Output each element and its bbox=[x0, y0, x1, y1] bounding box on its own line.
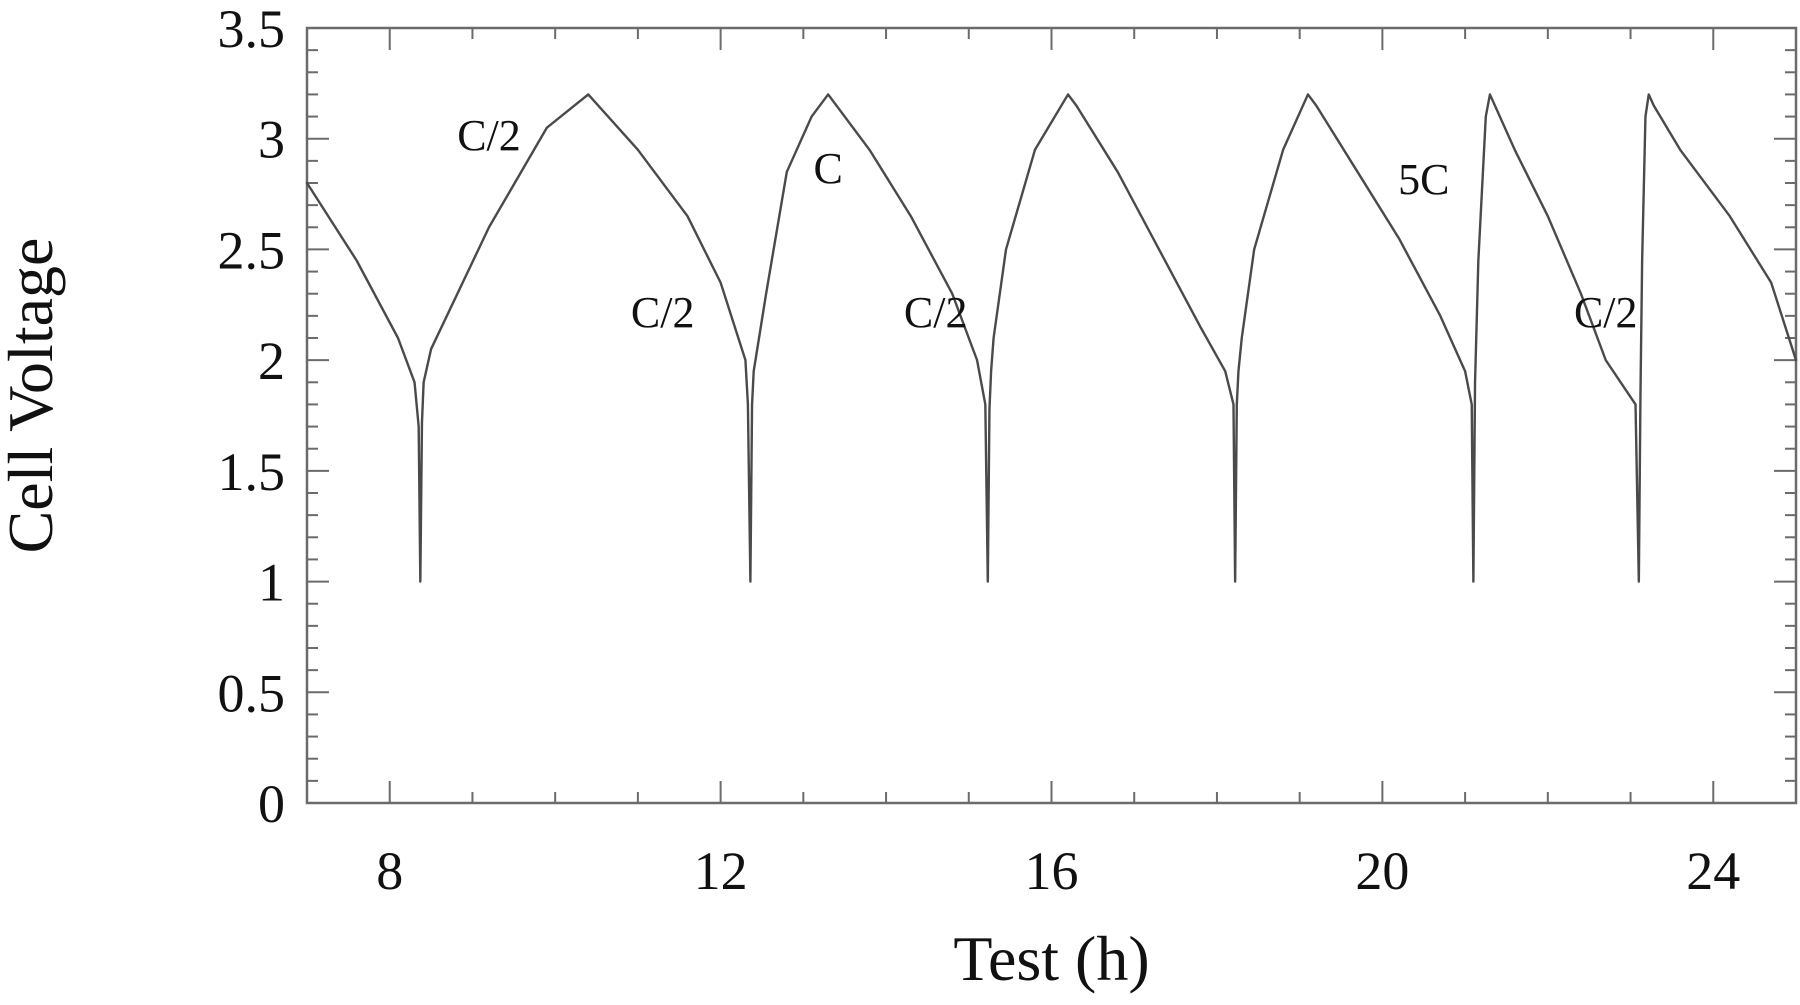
x-tick-label: 20 bbox=[1355, 841, 1409, 901]
rate-annotation-6: C/2 bbox=[1574, 288, 1638, 337]
y-tick-label: 1 bbox=[258, 553, 285, 613]
x-tick-label: 16 bbox=[1025, 841, 1079, 901]
y-tick-label: 2.5 bbox=[218, 220, 286, 280]
rate-annotation-2: C/2 bbox=[631, 288, 695, 337]
y-tick-label: 0 bbox=[258, 774, 285, 834]
y-tick-label: 3.5 bbox=[218, 0, 286, 59]
y-tick-label: 1.5 bbox=[218, 442, 286, 502]
x-tick-label: 12 bbox=[694, 841, 748, 901]
y-tick-label: 2 bbox=[258, 331, 285, 391]
series-layer bbox=[305, 93, 1798, 583]
rate-annotation-4: C/2 bbox=[904, 288, 968, 337]
y-tick-label: 3 bbox=[258, 110, 285, 170]
rate-annotation-1: C/2 bbox=[457, 111, 521, 160]
x-axis-title: Test (h) bbox=[953, 923, 1149, 994]
y-tick-label: 0.5 bbox=[218, 663, 286, 723]
x-tick-label: 24 bbox=[1686, 841, 1740, 901]
voltage-series-line-1 bbox=[305, 93, 1798, 583]
rate-annotation-5: 5C bbox=[1398, 155, 1449, 204]
annotation-layer: C/2 C/2 C C/2 5C C/2 bbox=[457, 111, 1637, 337]
axes-layer bbox=[305, 26, 1798, 805]
x-tick-label: 8 bbox=[376, 841, 403, 901]
ticks-layer: 0 0.5 1 1.5 2 2.5 3 3.5 8 12 16 20 24 bbox=[218, 0, 1797, 901]
rate-annotation-3: C bbox=[813, 144, 842, 193]
plot-frame bbox=[305, 26, 1798, 805]
y-axis-title: Cell Voltage bbox=[0, 238, 66, 554]
